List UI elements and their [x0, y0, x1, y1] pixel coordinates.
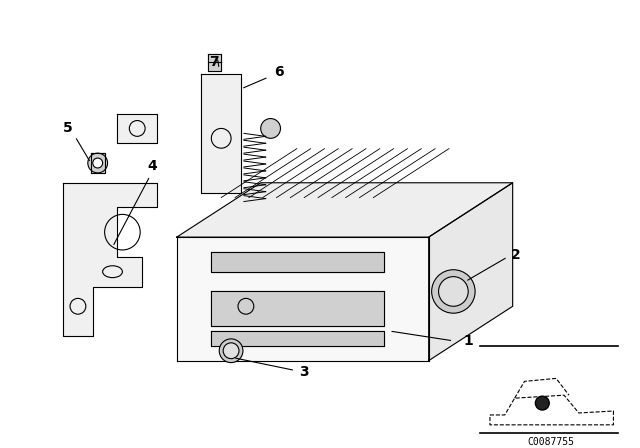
Polygon shape: [211, 292, 384, 326]
Polygon shape: [177, 183, 513, 237]
Text: 1: 1: [463, 334, 473, 348]
Circle shape: [431, 270, 475, 313]
Circle shape: [223, 343, 239, 359]
Text: 3: 3: [300, 366, 309, 379]
Polygon shape: [118, 114, 157, 143]
Polygon shape: [63, 183, 157, 336]
Polygon shape: [177, 237, 429, 361]
Circle shape: [536, 396, 549, 410]
Polygon shape: [91, 153, 104, 173]
Text: C0087755: C0087755: [528, 437, 575, 447]
Text: 2: 2: [511, 248, 520, 262]
Polygon shape: [211, 331, 384, 346]
Polygon shape: [209, 54, 221, 71]
Text: 5: 5: [63, 121, 73, 135]
Polygon shape: [211, 252, 384, 271]
Circle shape: [88, 153, 108, 173]
Circle shape: [260, 119, 280, 138]
Text: 4: 4: [147, 159, 157, 173]
Polygon shape: [429, 183, 513, 361]
Text: 6: 6: [274, 65, 284, 79]
Circle shape: [220, 339, 243, 362]
Polygon shape: [202, 74, 241, 193]
Text: 7: 7: [209, 55, 219, 69]
Circle shape: [93, 158, 102, 168]
Circle shape: [438, 276, 468, 306]
